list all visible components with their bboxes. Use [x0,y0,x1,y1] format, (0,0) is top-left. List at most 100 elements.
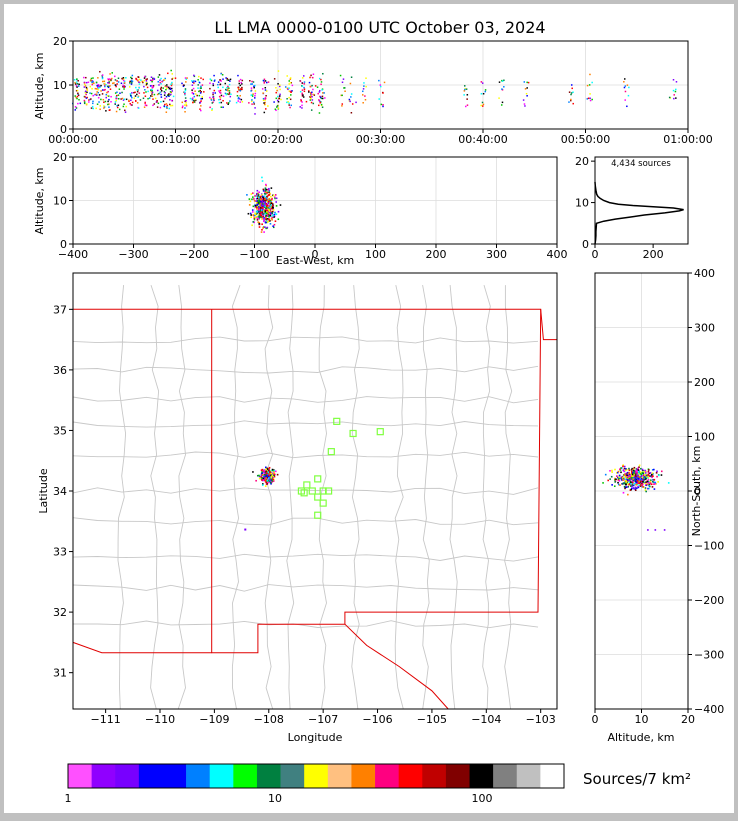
source-mark [649,482,652,485]
source-mark [265,95,267,97]
source-mark [95,107,97,110]
altitude-time-xtick-label: 00:00:00 [48,133,97,146]
colorbar-bin [115,764,140,788]
plan-view-xtick-label: −105 [417,713,447,726]
source-mark [634,489,637,492]
source-mark [268,187,270,190]
source-mark [211,108,213,110]
source-mark [238,89,240,91]
ns-altitude-ytick-label: 200 [694,376,715,389]
source-mark [209,106,211,109]
altitude-time-xtick-label: 00:40:00 [458,133,507,146]
source-mark [619,477,622,480]
source-mark [663,529,666,531]
source-mark [631,485,633,488]
source-mark [262,208,264,211]
source-mark [648,484,650,487]
source-mark [254,205,257,208]
source-mark [273,473,275,475]
source-mark [643,476,645,479]
altitude-time-xtick-label: 01:00:00 [663,133,712,146]
source-mark [647,471,650,474]
source-mark [265,481,268,484]
source-mark [258,206,260,209]
source-mark [274,197,276,200]
source-mark [636,470,638,472]
source-mark [152,85,155,87]
source-mark [261,213,263,215]
source-mark [638,479,641,482]
source-mark [609,478,611,480]
source-mark [270,204,272,207]
source-mark [344,90,346,92]
source-mark [602,482,604,484]
source-mark [626,474,628,477]
source-mark [194,98,197,101]
source-mark [251,224,253,227]
source-mark [144,95,147,97]
source-mark [320,104,323,107]
source-mark [627,474,630,477]
source-mark [257,217,260,220]
source-mark [277,210,280,213]
source-mark [256,219,259,221]
source-mark [277,107,280,109]
source-mark [124,111,127,113]
source-mark [263,231,265,233]
source-mark [647,481,650,484]
source-mark [616,472,618,474]
source-mark [209,96,211,99]
lma-station-marker [300,489,308,497]
source-mark [260,469,263,471]
source-mark [261,207,263,209]
source-mark [362,102,364,104]
source-mark [239,90,242,92]
source-mark [117,77,120,80]
source-mark [265,216,267,219]
source-mark [267,81,270,83]
source-mark [144,104,147,106]
source-mark [256,215,258,218]
source-mark [160,96,163,98]
source-mark [313,94,316,96]
source-mark [267,189,270,191]
source-mark [129,102,131,105]
source-mark [240,81,242,84]
source-mark [629,478,632,480]
source-mark [637,469,640,472]
source-mark [151,77,154,80]
source-mark [226,93,229,95]
source-mark [274,220,277,223]
source-mark [171,87,173,90]
source-mark [150,89,152,91]
source-mark [192,93,195,95]
source-mark [649,472,652,474]
source-mark [252,81,255,83]
source-mark [104,85,106,88]
source-mark [588,84,591,86]
source-mark [219,89,222,92]
source-mark [130,99,132,102]
source-mark [626,471,629,474]
source-mark [192,81,194,83]
source-mark [633,487,635,490]
county-border [73,620,539,629]
source-mark [644,482,646,485]
source-mark [632,484,635,487]
source-mark [74,83,77,85]
source-mark [114,92,117,94]
source-mark [123,98,126,101]
source-mark [172,95,175,98]
source-mark [268,198,271,200]
source-mark [261,194,263,196]
source-mark [261,471,263,473]
source-mark [122,77,125,79]
source-mark [85,86,88,89]
source-mark [250,83,252,85]
source-mark [269,206,271,209]
source-mark [254,204,257,207]
source-mark [203,91,205,93]
source-mark [653,488,656,490]
source-mark [637,477,640,480]
source-mark [129,93,132,95]
